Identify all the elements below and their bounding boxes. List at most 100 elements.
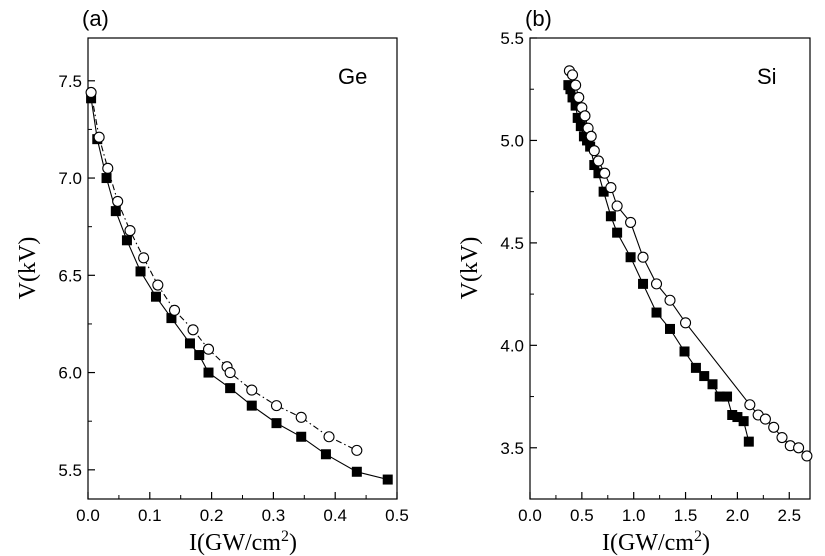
data-point-circle	[124, 225, 136, 237]
data-point-circle	[112, 195, 124, 207]
data-point-square	[638, 278, 649, 289]
data-point-square	[651, 307, 662, 318]
x-tick-label-a: 0.0	[76, 506, 100, 525]
data-point-square	[565, 84, 576, 95]
data-point-square	[679, 346, 690, 357]
data-point-square	[714, 391, 725, 402]
panel-label-a: (a)	[82, 6, 109, 31]
y-tick-label-a: 6.5	[58, 266, 82, 285]
y-tick-label-b: 5.0	[500, 131, 524, 150]
data-point-square	[585, 141, 596, 152]
data-point-circle	[776, 431, 788, 444]
data-point-square	[593, 168, 604, 179]
data-point-circle	[592, 155, 604, 167]
data-point-square	[625, 252, 636, 263]
data-point-circle	[202, 343, 215, 355]
x-tick-label-b: 1.0	[622, 506, 646, 525]
y-axis-label-a: V(kV)	[15, 237, 41, 300]
data-point-square	[382, 474, 393, 485]
data-point-circle	[585, 130, 597, 142]
x-tick-label-a: 0.1	[138, 506, 162, 525]
y-axis-label-b: V(kV)	[457, 237, 483, 300]
x-tick-label-a: 0.3	[262, 506, 286, 525]
data-point-circle	[625, 216, 637, 228]
data-point-square	[572, 112, 583, 123]
data-point-circle	[102, 162, 114, 174]
data-point-square	[567, 92, 578, 103]
x-tick-label-b: 0.0	[518, 506, 542, 525]
y-tick-label-a: 7.0	[58, 169, 82, 188]
data-point-square	[246, 400, 257, 411]
data-point-square	[86, 93, 97, 104]
data-point-square	[121, 235, 132, 246]
data-point-circle	[759, 413, 771, 425]
x-tick-label-b: 0.5	[570, 506, 594, 525]
data-point-square	[166, 313, 177, 324]
data-point-circle	[187, 324, 199, 336]
data-point-square	[582, 135, 593, 146]
data-point-circle	[246, 384, 258, 396]
data-point-circle	[351, 444, 363, 456]
x-tick-label-b: 1.5	[674, 506, 698, 525]
y-tick-label-b: 5.5	[500, 29, 524, 48]
y-tick-label-b: 3.5	[500, 439, 524, 458]
data-point-circle	[588, 145, 600, 157]
data-point-square	[722, 391, 733, 402]
data-point-square	[738, 416, 749, 427]
data-point-square	[665, 323, 675, 334]
data-point-circle	[85, 86, 97, 99]
data-point-square	[320, 449, 331, 460]
data-point-square	[101, 173, 112, 184]
data-point-square	[732, 412, 743, 423]
data-point-circle	[93, 131, 105, 143]
x-tick-label-a: 0.5	[385, 506, 409, 525]
y-tick-label-a: 6.0	[58, 364, 82, 383]
y-tick-label-b: 4.5	[500, 234, 524, 253]
data-point-circle	[573, 91, 585, 103]
data-point-square	[690, 362, 701, 373]
data-point-circle	[295, 411, 307, 423]
series-b	[563, 65, 813, 462]
data-point-circle	[768, 421, 780, 433]
data-point-circle	[680, 317, 692, 329]
data-point-circle	[579, 110, 591, 122]
data-point-square	[135, 266, 146, 277]
data-point-square	[351, 466, 362, 477]
data-point-square	[699, 371, 710, 382]
panel-b-si: (b) Si V(kV) I(GW/cm2) 0.0 0.5 1.0 1.5 2.0 2.…	[457, 6, 813, 556]
data-point-square	[589, 160, 600, 171]
material-label-ge: Ge	[338, 64, 367, 89]
data-point-circle	[744, 399, 756, 411]
data-point-square	[612, 227, 623, 238]
y-tick-label-a: 7.5	[58, 72, 82, 91]
data-point-square	[575, 121, 586, 132]
data-point-circle	[152, 279, 164, 291]
data-point-square	[150, 291, 161, 302]
y-tick-label-a: 5.5	[58, 461, 82, 480]
data-point-square	[184, 338, 195, 349]
data-point-circle	[611, 200, 623, 212]
series-line-a-1	[90, 92, 358, 451]
x-axis-label-a: I(GW/cm2)	[189, 528, 297, 556]
data-point-circle	[570, 79, 582, 91]
ticks-a: 0.0 0.1 0.2 0.3 0.4 0.5 5.5 6.0 6.5 7.0 7.5	[58, 72, 408, 525]
ticks-b: 0.0 0.5 1.0 1.5 2.0 2.5 3.5 4.0 4.5 5.0 5.5	[500, 29, 801, 525]
x-tick-label-a: 0.4	[323, 506, 347, 525]
data-point-circle	[270, 400, 283, 412]
data-point-square	[605, 211, 616, 222]
series-line-b-1	[568, 70, 808, 457]
data-point-square	[271, 418, 282, 429]
data-point-circle	[650, 278, 663, 290]
data-point-circle	[323, 431, 335, 443]
data-point-square	[743, 436, 754, 447]
data-point-square	[598, 186, 609, 197]
data-point-square	[110, 206, 121, 217]
material-label-si: Si	[757, 64, 777, 89]
data-point-circle	[168, 304, 181, 316]
plot-frame-b	[529, 37, 811, 500]
x-tick-label-b: 2.5	[777, 506, 801, 525]
data-point-circle	[637, 251, 649, 263]
data-point-circle	[664, 294, 676, 306]
series-line-a-0	[90, 98, 388, 481]
